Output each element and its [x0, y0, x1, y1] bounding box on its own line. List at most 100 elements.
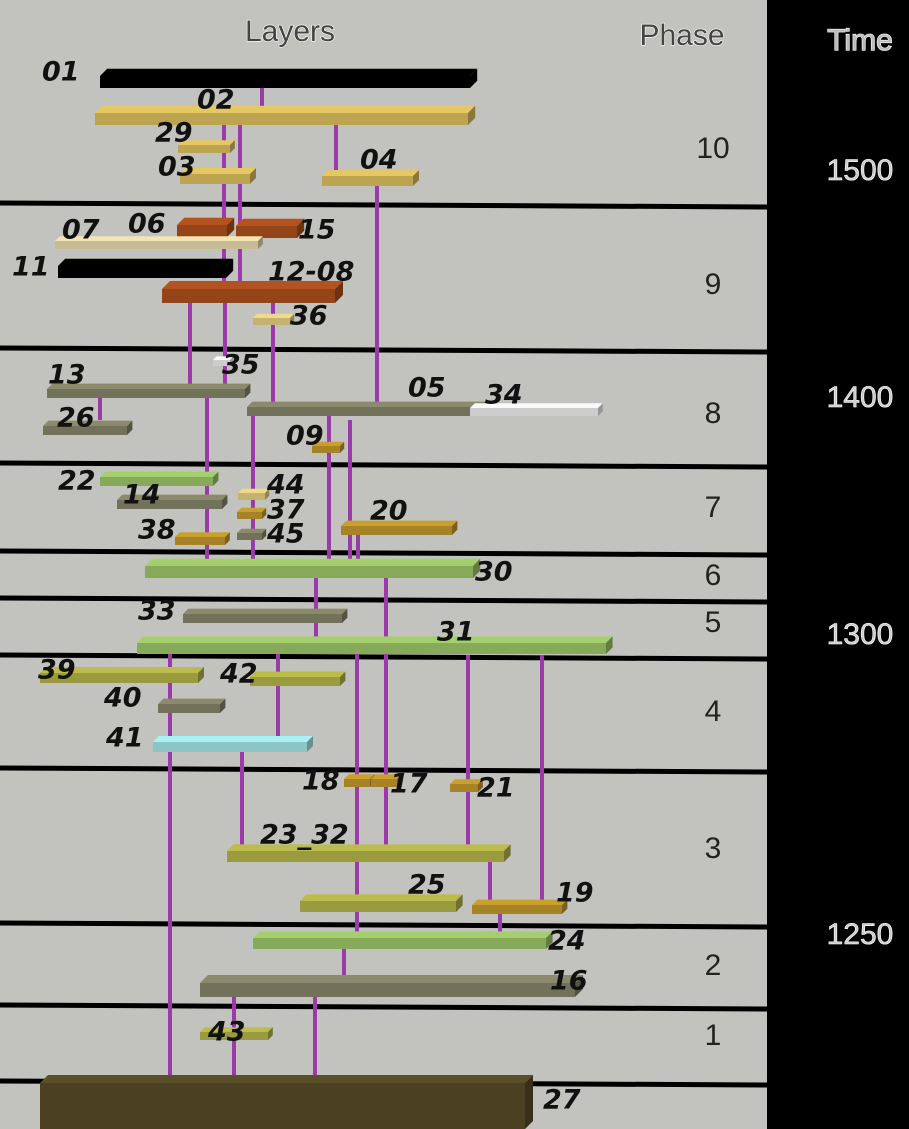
- layer: 40: [103, 683, 226, 714]
- layer-label: 42: [219, 659, 258, 690]
- layer: 38: [138, 515, 230, 546]
- phase-label: 3: [705, 832, 722, 865]
- layer-label: 40: [103, 683, 142, 714]
- time-header: Time: [827, 24, 893, 57]
- layer-top: [200, 1027, 273, 1032]
- layer-label: 36: [290, 301, 328, 332]
- layer-side: [262, 528, 267, 540]
- layer-label: 27: [543, 1085, 581, 1116]
- layer-front: [177, 225, 227, 237]
- layer-front: [341, 526, 452, 535]
- layer-side: [562, 899, 568, 914]
- layer-label: 01: [42, 57, 80, 88]
- layer-side: [127, 420, 133, 435]
- layer-label: 14: [123, 480, 161, 511]
- layer: 30: [145, 557, 513, 588]
- layer-side: [504, 844, 511, 862]
- layer-top: [117, 494, 228, 500]
- layer-label: 43: [207, 1017, 246, 1048]
- layer-top: [371, 774, 402, 779]
- layer-top: [100, 68, 478, 76]
- layer-side: [250, 168, 256, 184]
- layer-front: [145, 566, 473, 578]
- layer-front: [253, 938, 546, 949]
- layer-top: [300, 894, 463, 901]
- layer-label: 22: [58, 466, 96, 497]
- layer-front: [180, 174, 250, 184]
- layer-label: 35: [222, 350, 260, 381]
- layer-top: [137, 636, 613, 643]
- layer-label: 05: [408, 373, 446, 404]
- time-label: 1400: [827, 381, 894, 414]
- layer-front: [137, 643, 606, 654]
- layer-side: [258, 236, 263, 249]
- layer-top: [472, 899, 568, 905]
- layer-top: [153, 736, 313, 742]
- layer-top: [344, 774, 375, 779]
- layer-front: [183, 614, 342, 623]
- layer-front: [47, 389, 245, 398]
- layer-front: [300, 901, 456, 912]
- layer: 06: [128, 209, 235, 240]
- phase-label: 2: [705, 949, 722, 982]
- layer-top: [236, 218, 305, 226]
- phase-label: 9: [705, 268, 722, 301]
- layer-top: [470, 403, 603, 408]
- phase-lines: [0, 200, 768, 1088]
- layer-side: [468, 105, 476, 125]
- layer-side: [340, 441, 345, 453]
- layer: 34: [470, 380, 603, 416]
- layer: 33: [138, 596, 348, 627]
- layer: 02: [95, 85, 476, 125]
- phase-line: [0, 765, 768, 775]
- layer-label: 20: [370, 496, 408, 527]
- layer: 13: [47, 360, 251, 398]
- phase-line: [0, 460, 768, 470]
- layer: 25: [300, 870, 463, 912]
- layer-top: [175, 532, 230, 537]
- layer-label: 11: [12, 252, 50, 283]
- layer-front: [158, 704, 220, 713]
- layer-side: [598, 403, 603, 416]
- time-label: 1500: [827, 154, 894, 187]
- layer: 14: [117, 480, 228, 511]
- layer-top: [322, 170, 419, 176]
- phase-label: 6: [705, 559, 722, 592]
- layer-top: [162, 281, 343, 289]
- phase-line: [0, 345, 768, 355]
- phase-header: Phase: [639, 19, 724, 52]
- layer-front: [227, 851, 504, 862]
- layers-header: Layers: [245, 15, 335, 48]
- layer-side: [606, 636, 613, 654]
- layer-front: [95, 113, 468, 125]
- layer: 41: [105, 723, 313, 754]
- layer-label: 17: [390, 769, 428, 800]
- layer-top: [312, 441, 345, 446]
- layer-front: [344, 779, 370, 787]
- layer-label: 44: [266, 470, 305, 501]
- layer-label: 02: [197, 85, 235, 116]
- phase-label: 4: [705, 695, 722, 728]
- layer-top: [253, 931, 553, 938]
- layer-side: [297, 218, 305, 238]
- layer-front: [117, 500, 222, 509]
- layer-front: [40, 673, 198, 683]
- layer: 17: [371, 769, 428, 800]
- layer-label: 26: [57, 403, 95, 434]
- layer: 15: [236, 215, 336, 246]
- layer-top: [145, 558, 481, 566]
- layer: 43: [200, 1017, 273, 1048]
- layer-side: [335, 281, 343, 303]
- layer: 21: [450, 773, 515, 804]
- layer: 31: [137, 617, 613, 654]
- layer-label: 34: [485, 380, 523, 411]
- layer-top: [95, 105, 476, 113]
- layer-top: [40, 667, 204, 673]
- layer-top: [47, 383, 251, 389]
- layer: 42: [219, 659, 346, 690]
- layer: 23_32: [227, 820, 511, 862]
- layer-front: [470, 408, 598, 416]
- phase-line: [0, 652, 768, 662]
- layer-front: [322, 176, 413, 186]
- layer-label: 39: [38, 655, 76, 686]
